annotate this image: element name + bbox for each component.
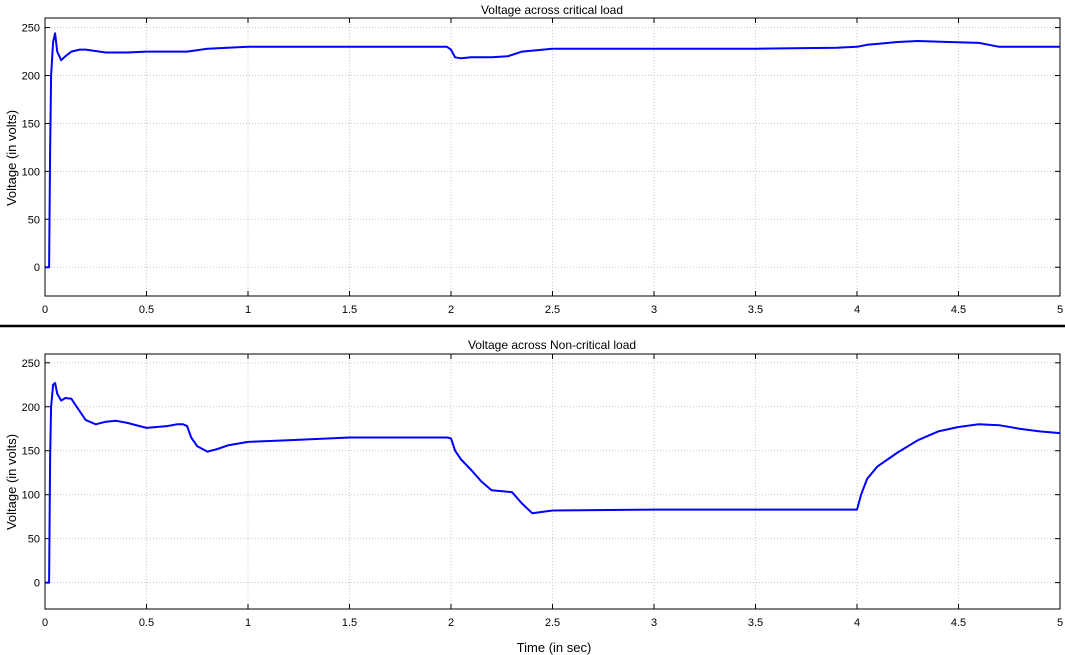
critical-load-voltage-line xyxy=(45,32,1060,269)
critical-load-x-tick-label: 1 xyxy=(245,304,251,316)
non-critical-load-x-tick-label: 4.5 xyxy=(951,617,966,629)
non-critical-load-y-tick-label: 200 xyxy=(22,402,40,414)
critical-load-y-tick-label: 150 xyxy=(22,118,40,130)
critical-load-y-tick-label: 50 xyxy=(28,214,40,226)
non-critical-load-x-tick-label: 1 xyxy=(245,617,251,629)
non-critical-load-x-tick-label: 4 xyxy=(854,617,860,629)
critical-load-x-tick-label: 0 xyxy=(42,304,48,316)
critical-load-x-tick-label: 1.5 xyxy=(342,304,357,316)
critical-load-y-tick-label: 0 xyxy=(34,262,40,274)
critical-load-y-tick-label: 200 xyxy=(22,71,40,83)
non-critical-load-voltage-line xyxy=(45,382,1061,584)
non-critical-load-y-tick-label: 100 xyxy=(22,490,40,502)
critical-load-y-axis-label: Voltage (in volts) xyxy=(4,110,19,206)
critical-load-x-tick-label: 0.5 xyxy=(139,304,154,316)
critical-load-x-tick-label: 4.5 xyxy=(951,304,966,316)
critical-load-x-tick-label: 4 xyxy=(854,304,860,316)
non-critical-load-title: Voltage across Non-critical load xyxy=(468,338,636,352)
non-critical-load-y-axis-label: Voltage (in volts) xyxy=(4,434,19,530)
non-critical-load-x-tick-label: 0.5 xyxy=(139,617,154,629)
non-critical-load-x-tick-label: 0 xyxy=(42,617,48,629)
critical-load-x-tick-label: 3.5 xyxy=(748,304,763,316)
non-critical-load-panel: Voltage across Non-critical load Voltage… xyxy=(4,338,1063,655)
non-critical-load-x-tick-label: 2.5 xyxy=(545,617,560,629)
non-critical-load-y-tick-label: 50 xyxy=(28,534,40,546)
critical-load-panel: Voltage across critical load Voltage (in… xyxy=(4,3,1063,316)
non-critical-load-y-tick-label: 250 xyxy=(22,358,40,370)
critical-load-title: Voltage across critical load xyxy=(481,3,623,17)
non-critical-load-x-tick-label: 5 xyxy=(1057,617,1063,629)
non-critical-load-x-tick-label: 2 xyxy=(448,617,454,629)
critical-load-x-tick-label: 5 xyxy=(1057,304,1063,316)
non-critical-load-y-tick-label: 0 xyxy=(34,578,40,590)
critical-load-x-tick-label: 2 xyxy=(448,304,454,316)
critical-load-x-tick-label: 2.5 xyxy=(545,304,560,316)
critical-load-x-tick-label: 3 xyxy=(651,304,657,316)
non-critical-load-y-tick-label: 150 xyxy=(22,446,40,458)
critical-load-y-tick-label: 100 xyxy=(22,166,40,178)
non-critical-load-x-tick-label: 3.5 xyxy=(748,617,763,629)
non-critical-load-x-tick-label: 1.5 xyxy=(342,617,357,629)
critical-load-y-tick-label: 250 xyxy=(22,23,40,35)
non-critical-load-x-axis-label: Time (in sec) xyxy=(517,640,592,655)
non-critical-load-x-tick-label: 3 xyxy=(651,617,657,629)
